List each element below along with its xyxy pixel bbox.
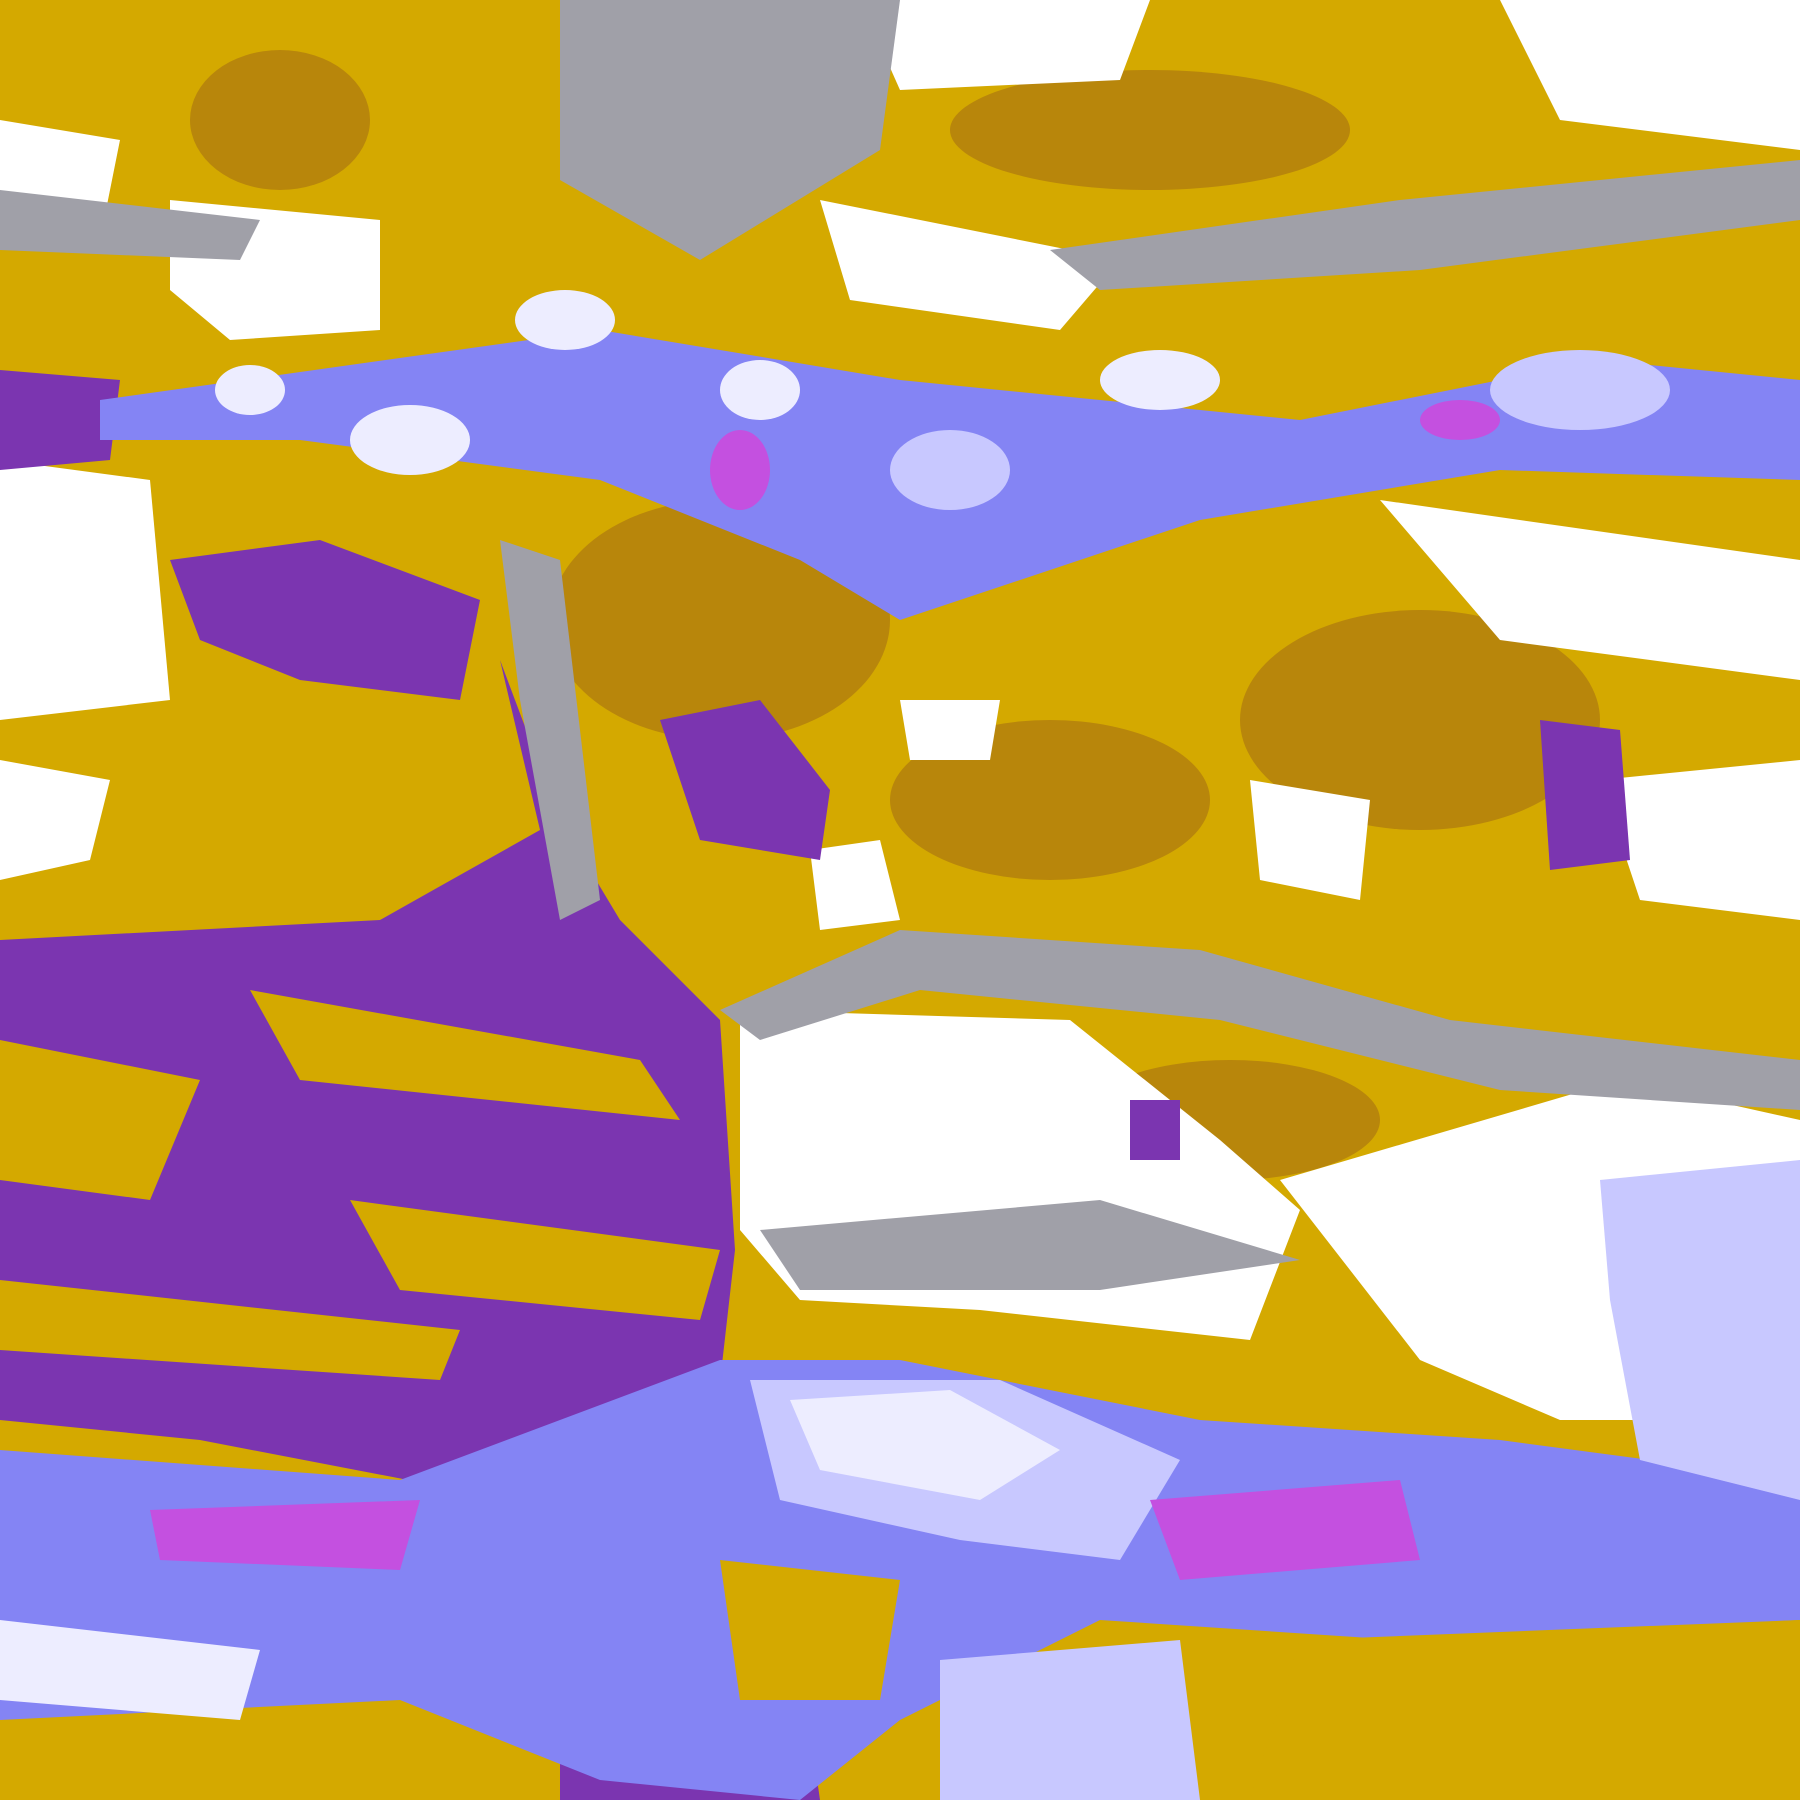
white-area: [1250, 780, 1370, 900]
white-area: [1380, 500, 1800, 680]
white-area: [1600, 760, 1800, 920]
gold-land-south: [720, 1560, 900, 1700]
gray-ridge: [760, 1200, 1300, 1290]
gray-ridge: [560, 0, 900, 260]
white-area: [900, 700, 1000, 760]
purple-area: [1130, 1100, 1180, 1160]
gray-ridge: [0, 190, 260, 260]
storm-band-cloud: [1600, 1160, 1800, 1500]
white-area: [860, 0, 1150, 90]
gold-streak: [0, 1040, 200, 1200]
white-area: [820, 200, 1120, 330]
dark-gold-patch: [190, 50, 370, 190]
white-area: [0, 460, 170, 720]
gray-ridge: [720, 930, 1800, 1110]
cloud-cell: [1100, 350, 1220, 410]
gold-streak: [350, 1200, 720, 1320]
cloud-cell: [1490, 350, 1670, 430]
gold-streaks: [0, 990, 720, 1380]
storm-core: [1150, 1480, 1420, 1580]
cloud-band: [100, 290, 1800, 620]
cloud-cell: [350, 405, 470, 475]
cloud-cell: [215, 365, 285, 415]
cloud-cell: [720, 360, 800, 420]
storm-band-bright: [790, 1390, 1060, 1500]
gray-ridge: [1050, 160, 1800, 290]
cloud-cell: [890, 430, 1010, 510]
gold-streak: [250, 990, 680, 1120]
gold-streak: [0, 1280, 460, 1380]
white-area: [810, 840, 900, 930]
cloud-core: [1420, 400, 1500, 440]
gray-ridge: [500, 540, 600, 920]
southern-cloud-band: [0, 1160, 1800, 1800]
storm-core: [150, 1500, 420, 1570]
dark-gold-patch: [1240, 610, 1600, 830]
purple-area: [1540, 720, 1630, 870]
gold-land-south: [1250, 1620, 1800, 1800]
cloud-core: [710, 430, 770, 510]
purple-area: [660, 700, 830, 860]
white-area: [0, 760, 110, 880]
cloud-cell: [515, 290, 615, 350]
storm-band-bright: [0, 1620, 260, 1720]
gray-ridges: [0, 0, 1800, 1290]
purple-area: [170, 540, 480, 700]
dark-gold-patch: [950, 70, 1350, 190]
storm-band-cloud: [940, 1640, 1200, 1800]
white-area: [1500, 0, 1800, 150]
purple-area: [0, 370, 120, 470]
